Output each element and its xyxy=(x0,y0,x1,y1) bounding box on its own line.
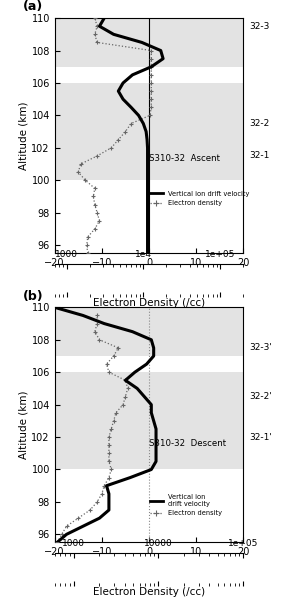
Y-axis label: Altitude (km): Altitude (km) xyxy=(19,101,29,170)
Bar xyxy=(55,83,243,180)
X-axis label: Electron Density (/cc): Electron Density (/cc) xyxy=(93,298,205,308)
X-axis label: Vertical Drift Velocity (m/s): Vertical Drift Velocity (m/s) xyxy=(79,560,219,570)
Text: 32-1': 32-1' xyxy=(249,432,272,442)
Bar xyxy=(55,10,243,67)
Bar xyxy=(55,372,243,469)
X-axis label: Electron Density (/cc): Electron Density (/cc) xyxy=(93,587,205,597)
Text: 32-2: 32-2 xyxy=(249,119,269,128)
Text: 32-3': 32-3' xyxy=(249,344,272,352)
Text: 32-3: 32-3 xyxy=(249,22,269,31)
Text: 32-2': 32-2' xyxy=(249,392,271,401)
Text: (a): (a) xyxy=(23,1,43,13)
Y-axis label: Altitude (km): Altitude (km) xyxy=(19,391,29,459)
Text: 32-1: 32-1 xyxy=(249,152,269,161)
Text: S310-32  Ascent: S310-32 Ascent xyxy=(149,155,220,164)
Text: (b): (b) xyxy=(23,290,43,303)
Legend: Vertical ion
drift velocity, Electron density: Vertical ion drift velocity, Electron de… xyxy=(147,491,225,519)
X-axis label: Vertical Drift Velocity (m/s): Vertical Drift Velocity (m/s) xyxy=(79,271,219,281)
Bar xyxy=(55,299,243,356)
Text: S310-32  Descent: S310-32 Descent xyxy=(149,439,226,448)
Legend: Vertical ion drift velocity, Electron density: Vertical ion drift velocity, Electron de… xyxy=(147,188,252,208)
